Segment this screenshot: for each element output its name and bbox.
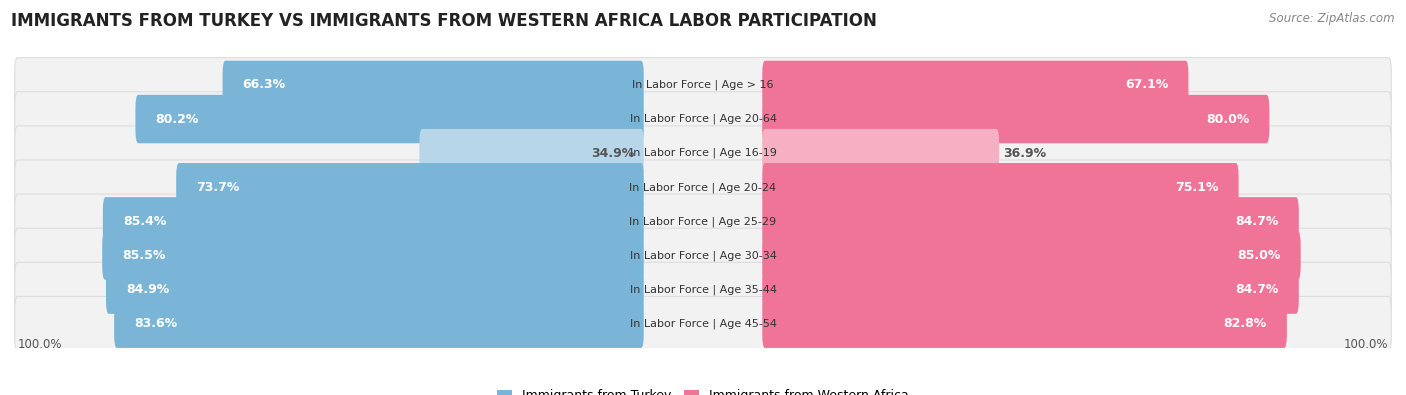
Text: 67.1%: 67.1% (1125, 79, 1168, 91)
FancyBboxPatch shape (762, 231, 1301, 280)
Text: 84.9%: 84.9% (127, 283, 169, 296)
Text: In Labor Force | Age 45-54: In Labor Force | Age 45-54 (630, 318, 776, 329)
FancyBboxPatch shape (419, 129, 644, 177)
FancyBboxPatch shape (103, 231, 644, 280)
Text: 85.5%: 85.5% (122, 249, 166, 262)
Text: IMMIGRANTS FROM TURKEY VS IMMIGRANTS FROM WESTERN AFRICA LABOR PARTICIPATION: IMMIGRANTS FROM TURKEY VS IMMIGRANTS FRO… (11, 12, 877, 30)
FancyBboxPatch shape (762, 95, 1270, 143)
FancyBboxPatch shape (14, 160, 1392, 214)
FancyBboxPatch shape (14, 228, 1392, 283)
FancyBboxPatch shape (762, 265, 1299, 314)
Text: 85.4%: 85.4% (122, 215, 166, 228)
FancyBboxPatch shape (14, 296, 1392, 351)
FancyBboxPatch shape (135, 95, 644, 143)
Text: 34.9%: 34.9% (591, 147, 634, 160)
Text: 84.7%: 84.7% (1236, 283, 1279, 296)
FancyBboxPatch shape (105, 265, 644, 314)
FancyBboxPatch shape (762, 61, 1188, 109)
FancyBboxPatch shape (14, 92, 1392, 146)
FancyBboxPatch shape (14, 58, 1392, 112)
Legend: Immigrants from Turkey, Immigrants from Western Africa: Immigrants from Turkey, Immigrants from … (492, 384, 914, 395)
Text: 85.0%: 85.0% (1237, 249, 1281, 262)
Text: 80.0%: 80.0% (1206, 113, 1250, 126)
FancyBboxPatch shape (762, 299, 1286, 348)
Text: 36.9%: 36.9% (1004, 147, 1046, 160)
Text: Source: ZipAtlas.com: Source: ZipAtlas.com (1270, 12, 1395, 25)
Text: 82.8%: 82.8% (1223, 317, 1267, 330)
Text: 100.0%: 100.0% (17, 339, 62, 352)
FancyBboxPatch shape (762, 197, 1299, 246)
Text: 80.2%: 80.2% (156, 113, 198, 126)
Text: In Labor Force | Age 35-44: In Labor Force | Age 35-44 (630, 284, 776, 295)
Text: 66.3%: 66.3% (243, 79, 285, 91)
FancyBboxPatch shape (762, 129, 1000, 177)
FancyBboxPatch shape (176, 163, 644, 211)
FancyBboxPatch shape (222, 61, 644, 109)
FancyBboxPatch shape (14, 126, 1392, 181)
Text: In Labor Force | Age 20-24: In Labor Force | Age 20-24 (630, 182, 776, 192)
Text: 83.6%: 83.6% (134, 317, 177, 330)
FancyBboxPatch shape (14, 262, 1392, 317)
Text: In Labor Force | Age 30-34: In Labor Force | Age 30-34 (630, 250, 776, 261)
FancyBboxPatch shape (14, 194, 1392, 249)
Text: 73.7%: 73.7% (197, 181, 239, 194)
FancyBboxPatch shape (103, 197, 644, 246)
Text: 75.1%: 75.1% (1175, 181, 1219, 194)
Text: 100.0%: 100.0% (1344, 339, 1389, 352)
FancyBboxPatch shape (762, 163, 1239, 211)
Text: 84.7%: 84.7% (1236, 215, 1279, 228)
Text: In Labor Force | Age 16-19: In Labor Force | Age 16-19 (630, 148, 776, 158)
Text: In Labor Force | Age 20-64: In Labor Force | Age 20-64 (630, 114, 776, 124)
Text: In Labor Force | Age > 16: In Labor Force | Age > 16 (633, 80, 773, 90)
FancyBboxPatch shape (114, 299, 644, 348)
Text: In Labor Force | Age 25-29: In Labor Force | Age 25-29 (630, 216, 776, 227)
